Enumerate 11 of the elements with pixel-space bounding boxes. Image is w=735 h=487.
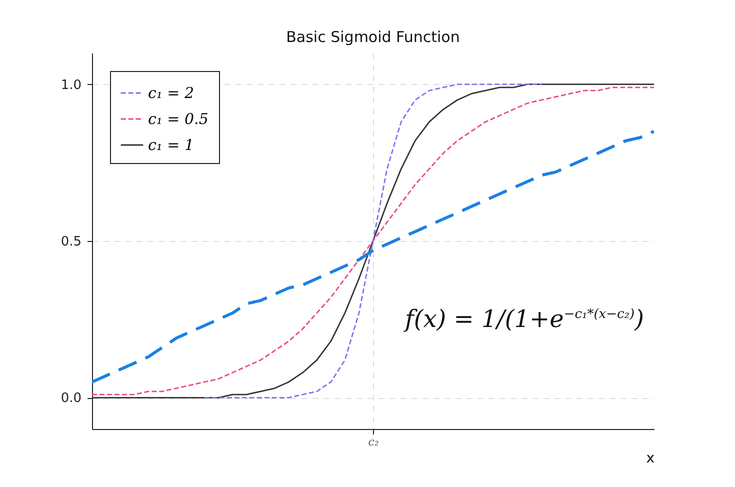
x-axis-title: x xyxy=(646,450,654,466)
annotation: f(x) = 1/(1+e$^{−c₁*(x−c₂)}$) xyxy=(405,305,644,333)
legend-label: c₁ = 1 xyxy=(148,136,194,154)
y-tick-label: 1.0 xyxy=(60,78,82,93)
y-tick-label: 0.0 xyxy=(60,391,82,406)
x-tick-label: c₂ xyxy=(368,436,379,448)
y-tick-label: 0.5 xyxy=(60,234,82,250)
legend-label: c₁ = 2 xyxy=(148,84,194,102)
legend-label: c₁ = 0.5 xyxy=(148,110,208,128)
chart-title: Basic Sigmoid Function xyxy=(286,28,460,46)
line-series xyxy=(92,130,654,384)
